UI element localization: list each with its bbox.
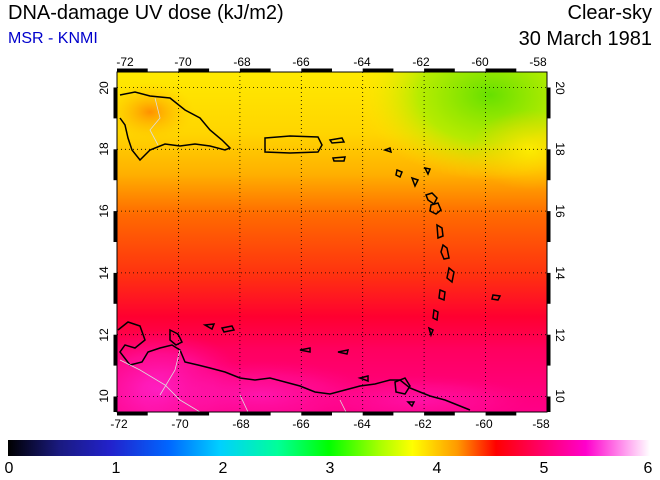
colorbar-tick-label: 5	[539, 460, 549, 477]
lat-tick-label: 10	[97, 389, 111, 403]
source-label: MSR - KNMI	[8, 30, 98, 47]
lon-tick-label: -58	[532, 417, 550, 431]
lat-tick-label: 18	[553, 142, 567, 156]
lon-labels-top: -72 -70 -68 -66 -64 -62 -60 -58	[116, 55, 547, 69]
lat-tick-label: 12	[553, 328, 567, 342]
lat-tick-label: 14	[553, 266, 567, 280]
lon-tick-label: -58	[529, 55, 547, 69]
lat-labels-left: 20 18 16 14 12 10	[97, 81, 111, 403]
frame-checkers	[113, 68, 551, 416]
lon-tick-label: -68	[232, 417, 250, 431]
lon-labels-bottom: -72 -70 -68 -66 -64 -62 -60 -58	[110, 417, 550, 431]
lon-tick-label: -62	[412, 55, 430, 69]
lat-tick-label: 16	[553, 204, 567, 218]
lon-tick-label: -70	[171, 417, 189, 431]
lon-tick-label: -72	[116, 55, 134, 69]
lat-tick-label: 20	[553, 81, 567, 95]
colorbar-tick-label: 1	[111, 460, 121, 477]
hispaniola-coast	[119, 91, 232, 162]
colorbar-tick-label: 6	[643, 460, 653, 477]
colorbar-tick-label: 3	[325, 460, 335, 477]
lon-tick-label: -62	[414, 417, 432, 431]
colorbar-tick-label: 0	[4, 460, 14, 477]
lon-tick-label: -72	[110, 417, 128, 431]
lon-tick-label: -60	[475, 417, 493, 431]
lat-tick-label: 14	[97, 266, 111, 280]
map-frame	[116, 71, 548, 413]
lat-tick-label: 12	[97, 328, 111, 342]
colorbar	[8, 440, 650, 456]
lon-tick-label: -64	[353, 417, 371, 431]
lat-tick-label: 10	[553, 389, 567, 403]
colorbar-tick-label: 4	[432, 460, 442, 477]
lat-tick-label: 18	[97, 142, 111, 156]
lat-labels-right: 20 18 16 14 12 10	[553, 81, 567, 403]
lon-tick-label: -70	[174, 55, 192, 69]
lat-tick-label: 16	[97, 204, 111, 218]
coastlines	[117, 91, 502, 411]
lon-tick-label: -66	[292, 417, 310, 431]
lon-tick-label: -66	[292, 55, 310, 69]
lon-tick-label: -60	[471, 55, 489, 69]
south-america-coast	[117, 321, 471, 411]
date-label: 30 March 1981	[518, 28, 652, 50]
lat-tick-label: 20	[97, 81, 111, 95]
lon-tick-label: -64	[353, 55, 371, 69]
puerto-rico-coast	[264, 135, 323, 154]
map-title: DNA-damage UV dose (kJ/m2)	[8, 2, 284, 24]
sky-condition-label: Clear-sky	[567, 2, 652, 24]
graticule	[117, 72, 547, 412]
uv-field	[117, 72, 547, 412]
lon-tick-label: -68	[233, 55, 251, 69]
colorbar-tick-label: 2	[218, 460, 228, 477]
